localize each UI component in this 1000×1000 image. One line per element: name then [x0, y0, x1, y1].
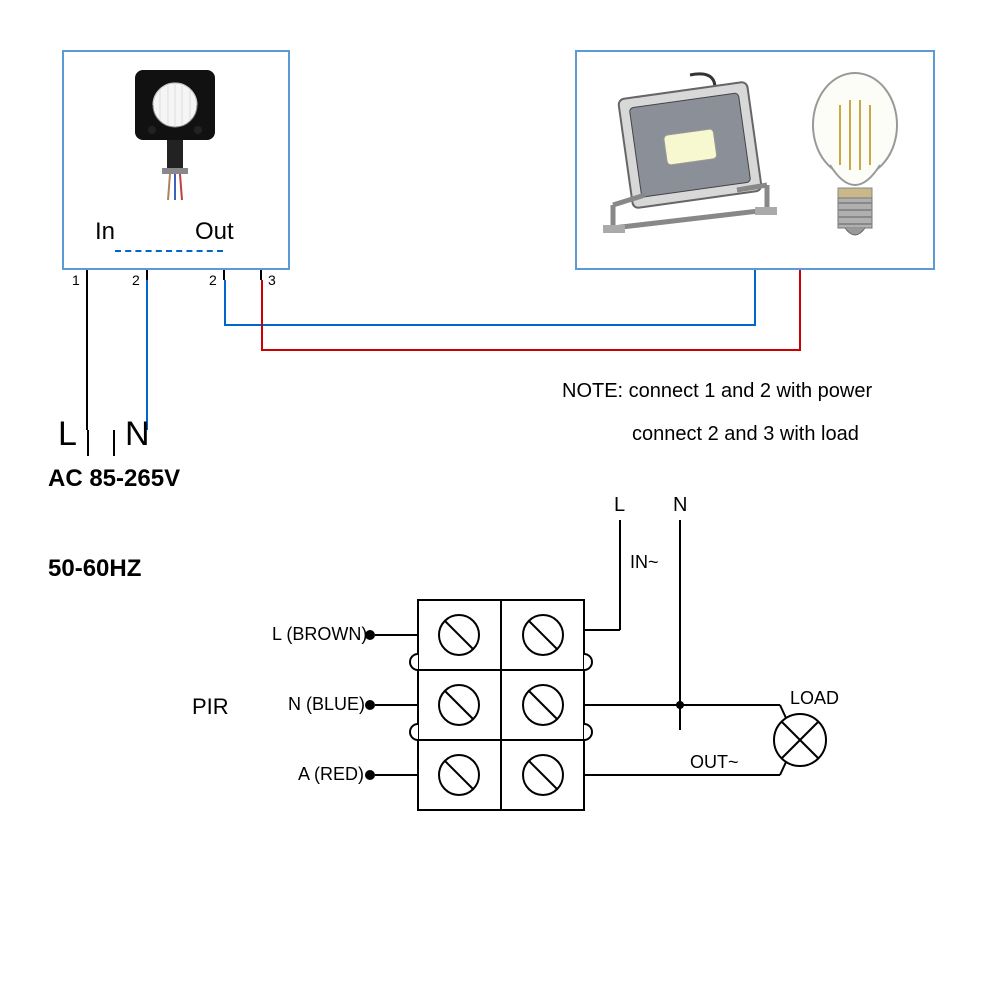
bottom-LOAD: LOAD: [790, 688, 839, 709]
bottom-diagram: [0, 0, 1000, 1000]
bottom-IN: IN~: [630, 552, 659, 573]
bottom-OUT: OUT~: [690, 752, 739, 773]
pir-label: PIR: [192, 694, 229, 720]
row3-label: A (RED): [298, 764, 364, 785]
bottom-L: L: [614, 494, 625, 517]
bottom-N: N: [673, 494, 687, 517]
row1-label: L (BROWN): [272, 624, 367, 645]
row2-label: N (BLUE): [288, 694, 365, 715]
